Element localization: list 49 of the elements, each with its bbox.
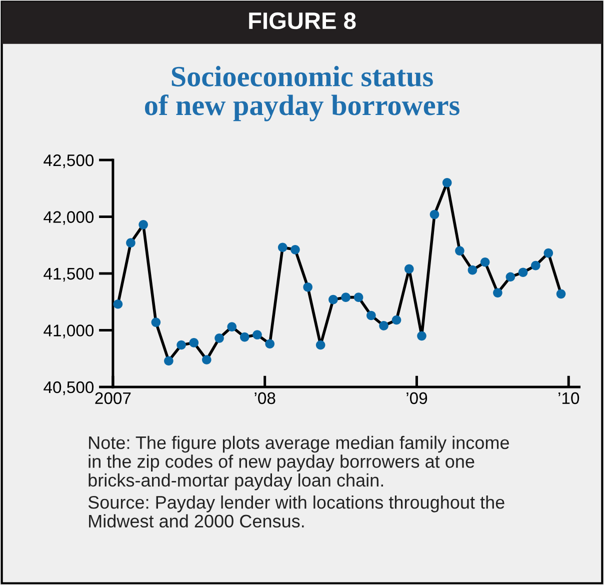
point (404, 264, 414, 274)
point (506, 272, 516, 282)
point (379, 321, 388, 330)
x-tick-label: ’10 (558, 392, 580, 404)
x-tick-label: 2007 (95, 392, 131, 404)
y-tick-label: 41,500 (44, 268, 94, 282)
point (455, 246, 464, 256)
point (189, 338, 199, 348)
point (480, 257, 490, 267)
point (493, 288, 502, 298)
point (290, 244, 300, 254)
point (164, 356, 174, 366)
point (126, 238, 136, 248)
point (176, 340, 186, 350)
point (316, 340, 326, 350)
point (354, 292, 364, 302)
x-tick-label: ’08 (254, 392, 276, 404)
y-tick-label: 42,000 (44, 211, 94, 225)
point (113, 299, 123, 309)
point (303, 282, 312, 292)
caption: FIGURE 8 (249, 12, 356, 30)
point (392, 315, 402, 325)
point (214, 334, 224, 343)
point (556, 289, 566, 299)
point (430, 210, 440, 220)
y-tick-label: 41,000 (44, 324, 94, 338)
point (227, 322, 237, 332)
point (252, 330, 262, 340)
point (328, 294, 338, 304)
point (341, 292, 350, 302)
chart-title: Socioeconomic status of new payday borrowers (144, 66, 460, 122)
text: Note: The figure plots average median family income in the zip codes of new payday borrowers at one bricks-and-mortar payday loan chain. (88, 436, 509, 490)
point (544, 248, 554, 258)
point (518, 268, 528, 278)
point (151, 318, 161, 327)
point (138, 220, 148, 230)
x-tick-label: ’09 (406, 392, 428, 404)
point (366, 310, 376, 320)
source-note: Source: Payday lender with locations throughout the Midwest and 2000 Census. (88, 495, 504, 528)
point (240, 332, 250, 342)
point (530, 260, 540, 270)
point (468, 265, 478, 275)
point (442, 178, 452, 188)
point (417, 331, 426, 341)
y-tick-label: 42,500 (44, 154, 94, 168)
y-tick-label: 40,500 (44, 381, 94, 396)
point (202, 355, 212, 364)
point (265, 339, 275, 349)
point (278, 242, 288, 252)
